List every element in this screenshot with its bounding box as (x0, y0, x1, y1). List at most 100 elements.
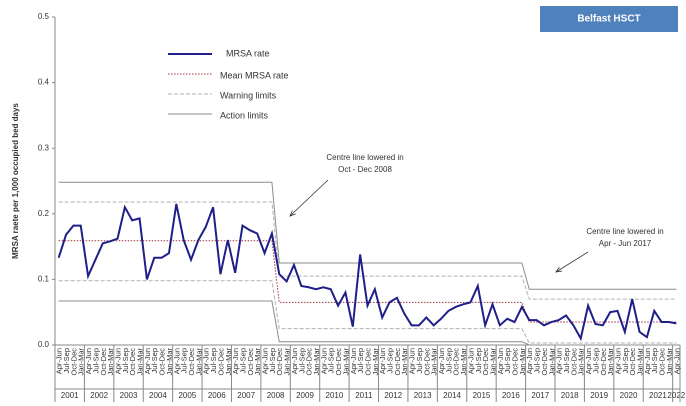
series-line (58, 300, 677, 346)
x-tick-label: Jan-Mar (636, 348, 645, 376)
legend-label: Warning limits (220, 90, 277, 100)
x-tick-label: Jul-Sep (327, 348, 336, 373)
x-tick-label: Jul-Sep (562, 348, 571, 373)
y-tick-label: 0.0 (38, 340, 50, 349)
x-tick-label: Jul-Sep (238, 348, 247, 373)
x-tick-label: Oct-Dec (275, 348, 284, 376)
x-tick-label: Jan-Mar (606, 348, 615, 376)
x-tick-label: Oct-Dec (69, 348, 78, 376)
series-line (58, 240, 677, 323)
x-tick-label: Oct-Dec (158, 348, 167, 376)
annotation: Centre line lowered in (586, 227, 663, 236)
x-tick-label: Apr-Jun (55, 348, 64, 374)
x-tick-label: Jul-Sep (444, 348, 453, 373)
x-tick-label: Oct-Dec (540, 348, 549, 376)
x-tick-label: Jul-Sep (91, 348, 100, 373)
x-tick-label: Oct-Dec (422, 348, 431, 376)
annotation: Apr - Jun 2017 (599, 239, 652, 248)
annotation-arrow (289, 179, 329, 217)
y-tick-label: 0.3 (38, 143, 50, 152)
x-tick-label: Apr-Jun (290, 348, 299, 374)
x-tick-label: Jul-Sep (474, 348, 483, 373)
year-label: 2013 (414, 391, 432, 400)
year-label: 2015 (473, 391, 491, 400)
x-tick-label: Oct-Dec (569, 348, 578, 376)
x-tick-label: Apr-Jun (437, 348, 446, 374)
x-tick-label: Jan-Mar (224, 348, 233, 376)
chart-title: Belfast HSCT (577, 14, 640, 25)
x-tick-label: Jan-Mar (194, 348, 203, 376)
y-tick-label: 0.2 (38, 209, 50, 218)
year-label: 2008 (267, 391, 285, 400)
x-tick-label: Jul-Sep (650, 348, 659, 373)
year-label: 2018 (561, 391, 579, 400)
year-label: 2006 (208, 391, 226, 400)
year-label: 2001 (61, 391, 79, 400)
year-label: 2004 (149, 391, 167, 400)
year-label: 2012 (384, 391, 402, 400)
x-tick-label: Apr-Jun (113, 348, 122, 374)
x-tick-label: Apr-Jun (319, 348, 328, 374)
year-label: 2020 (620, 391, 638, 400)
x-tick-label: Oct-Dec (99, 348, 108, 376)
x-tick-label: Oct-Dec (599, 348, 608, 376)
year-label: 2009 (296, 391, 314, 400)
x-tick-label: Oct-Dec (628, 348, 637, 376)
series-line (58, 280, 677, 344)
x-tick-label: Jan-Mar (106, 348, 115, 376)
x-tick-label: Jul-Sep (180, 348, 189, 373)
legend-label: Action limits (220, 110, 269, 120)
x-tick-label: Apr-Jun (202, 348, 211, 374)
x-tick-label: Jan-Mar (547, 348, 556, 376)
x-tick-label: Apr-Jun (172, 348, 181, 374)
annotation: Centre line lowered in (326, 153, 403, 162)
y-tick-label: 0.5 (38, 12, 50, 21)
year-label: 2016 (502, 391, 520, 400)
x-tick-label: Oct-Dec (481, 348, 490, 376)
x-tick-label: Oct-Dec (216, 348, 225, 376)
x-tick-label: Jul-Sep (591, 348, 600, 373)
x-tick-label: Oct-Dec (393, 348, 402, 376)
x-tick-label: Apr-Jun (261, 348, 270, 374)
legend-label: Mean MRSA rate (220, 70, 289, 80)
x-tick-label: Jan-Mar (400, 348, 409, 376)
x-tick-label: Jul-Sep (533, 348, 542, 373)
x-tick-label: Jul-Sep (356, 348, 365, 373)
y-tick-label: 0.4 (38, 78, 50, 87)
legend-label: MRSA rate (226, 48, 270, 58)
x-tick-label: Jan-Mar (77, 348, 86, 376)
x-tick-label: Apr-Jun (525, 348, 534, 374)
x-tick-label: Apr-Jun (84, 348, 93, 374)
year-label: 2021 (649, 391, 667, 400)
x-tick-label: Jul-Sep (121, 348, 130, 373)
x-tick-label: Jul-Sep (62, 348, 71, 373)
x-tick-label: Jul-Sep (297, 348, 306, 373)
x-tick-label: Apr-Jun (672, 348, 681, 374)
x-tick-label: Apr-Jun (408, 348, 417, 374)
annotation: Oct - Dec 2008 (338, 165, 392, 174)
x-tick-label: Jan-Mar (430, 348, 439, 376)
year-label: 2017 (531, 391, 549, 400)
x-tick-label: Jan-Mar (665, 348, 674, 376)
year-label: 2002 (90, 391, 108, 400)
series-line (58, 201, 677, 300)
x-tick-label: Oct-Dec (658, 348, 667, 376)
year-label: 2010 (326, 391, 344, 400)
x-tick-label: Jul-Sep (415, 348, 424, 373)
x-tick-label: Oct-Dec (246, 348, 255, 376)
x-tick-label: Apr-Jun (143, 348, 152, 374)
year-label: 2022 (667, 391, 685, 400)
year-label: 2005 (178, 391, 196, 400)
x-tick-label: Apr-Jun (496, 348, 505, 374)
y-tick-label: 0.1 (38, 275, 50, 284)
x-tick-label: Jul-Sep (386, 348, 395, 373)
annotation-arrowhead (555, 266, 562, 273)
x-tick-label: Apr-Jun (231, 348, 240, 374)
x-tick-label: Oct-Dec (363, 348, 372, 376)
x-tick-label: Jul-Sep (268, 348, 277, 373)
y-axis-label: MRSA raete per 1,000 occupied bed days (11, 103, 20, 259)
series-line (58, 181, 677, 290)
x-tick-label: Oct-Dec (187, 348, 196, 376)
x-tick-label: Jan-Mar (283, 348, 292, 376)
